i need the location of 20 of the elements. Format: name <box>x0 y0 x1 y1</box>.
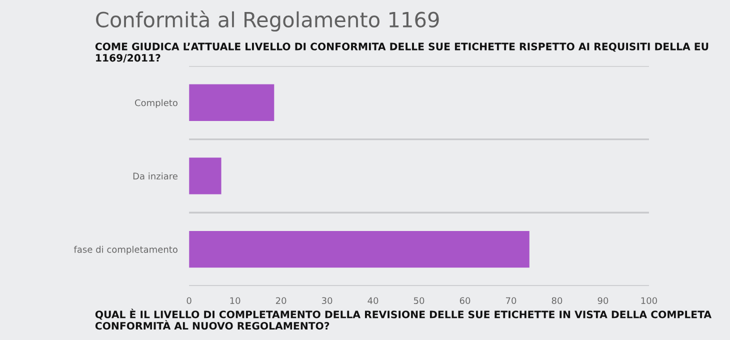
text: QUAL È IL LIVELLO DI COMPLETAMENTO DELLA REVISIONE DELLE SUE ETICHETTE IN VISTA DELLA COMPLETA CONFORMITÀ AL NUOVO REGOLAMENTO? <box>95 308 712 330</box>
y-tick-label: Completo <box>134 99 178 108</box>
x-tick-label: 40 <box>368 297 378 304</box>
chart-subtitle: COME GIUDICA L’ATTUALE LIVELLO DI CONFORMITA DELLE SUE ETICHETTE RISPETTO AI REQUISITI DELLA EU 1169/2011? <box>95 42 708 62</box>
x-tick-label: 100 <box>641 297 657 304</box>
x-tick-label: 0 <box>186 297 192 304</box>
x-tick-label: 10 <box>230 297 240 304</box>
x-tick-label: 60 <box>460 297 470 304</box>
chart-title: Conformità al Regolamento 1169 <box>96 10 439 32</box>
y-tick-label: fase di completamento <box>74 246 178 255</box>
bar <box>189 230 530 268</box>
x-tick-label: 90 <box>598 297 608 304</box>
x-tick-label: 20 <box>276 297 286 304</box>
x-tick-label: 80 <box>552 297 562 304</box>
x-tick-label: 70 <box>506 297 516 304</box>
bar <box>189 84 274 121</box>
x-tick-label: 50 <box>414 297 424 304</box>
x-tick-label: 30 <box>322 297 332 304</box>
y-tick-label: Da inziare <box>133 172 178 180</box>
bar <box>189 158 222 194</box>
